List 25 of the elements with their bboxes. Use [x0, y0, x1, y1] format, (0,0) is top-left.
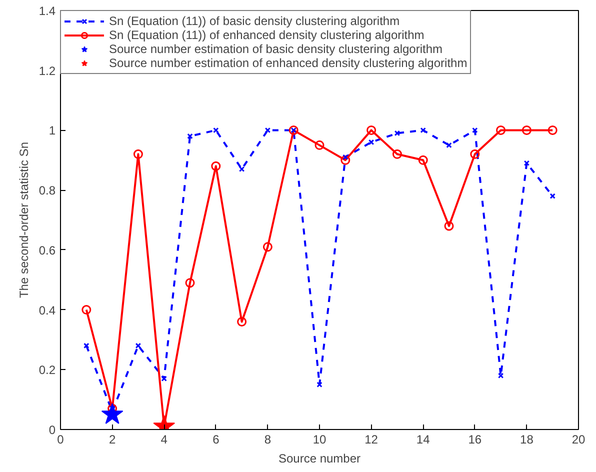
- y-tick-label: 1.2: [38, 64, 56, 78]
- legend-label: Source number estimation of enhanced density clustering algorithm: [109, 56, 468, 70]
- x-tick-label: 14: [416, 432, 430, 446]
- x-tick-label: 4: [160, 432, 168, 446]
- y-tick-label: 0.6: [38, 243, 56, 258]
- y-tick-label: 1: [48, 124, 56, 138]
- y-tick-label: 0.2: [38, 363, 56, 378]
- legend-label: Source number estimation of basic density clustering algorithm: [109, 42, 442, 56]
- x-tick-label: 10: [312, 432, 326, 446]
- y-tick-label: 0: [48, 423, 56, 437]
- x-tick-label: 0: [57, 432, 64, 446]
- x-tick-label: 12: [364, 432, 378, 446]
- y-tick-label: 1.4: [38, 4, 56, 18]
- legend-label: Sn (Equation (11)) of enhanced density clustering algorithm: [109, 28, 424, 42]
- legend-label: Sn (Equation (11)) of basic density clustering algorithm: [109, 14, 400, 28]
- y-tick-label: 0.4: [38, 303, 56, 318]
- x-tick-label: 6: [212, 432, 220, 446]
- y-axis-title: The second-order statistic Sn: [16, 142, 31, 298]
- x-tick-label: 2: [108, 432, 116, 446]
- x-tick-label: 16: [468, 432, 482, 446]
- x-axis-title: Source number: [278, 452, 361, 466]
- x-tick-label: 18: [520, 432, 534, 446]
- x-tick-label: 20: [572, 432, 586, 446]
- y-tick-label: 0.8: [38, 184, 56, 198]
- x-tick-label: 8: [264, 432, 272, 446]
